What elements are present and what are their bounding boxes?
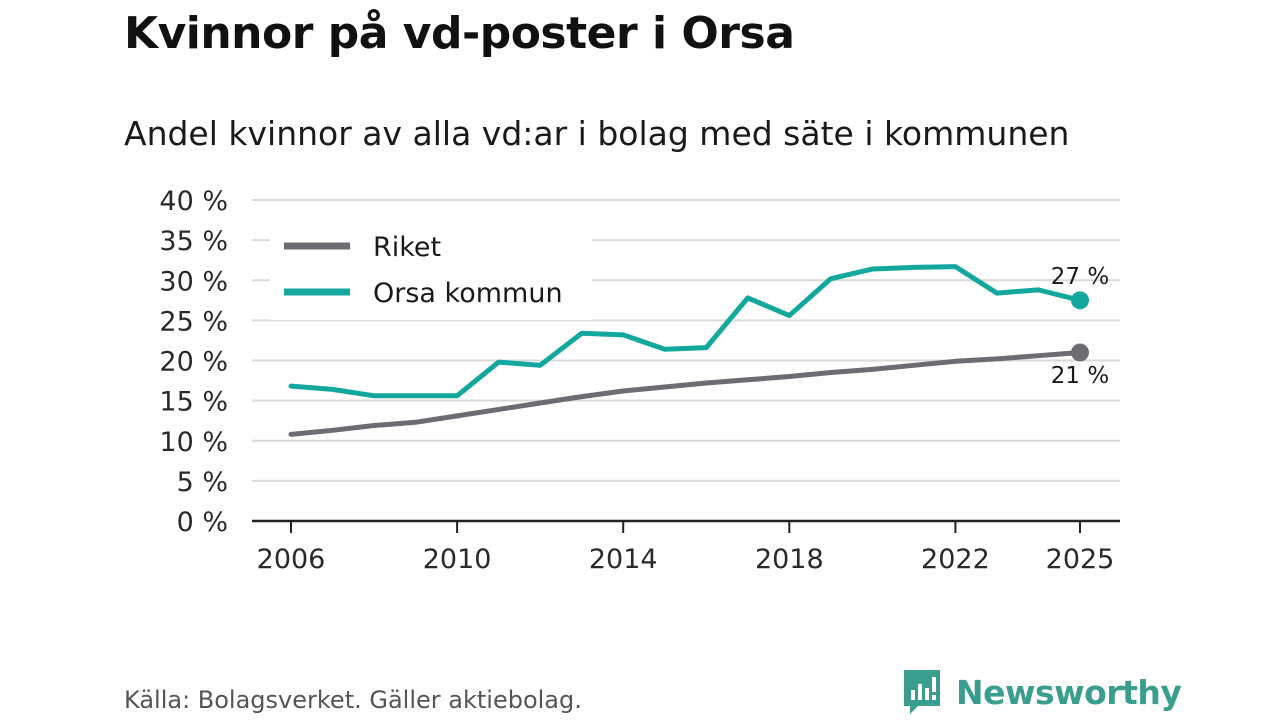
legend-label-riket: Riket	[373, 232, 441, 263]
series	[288, 264, 1089, 437]
x-tick-label: 2018	[755, 544, 824, 575]
x-tick-label: 2025	[1046, 544, 1115, 575]
legend-background	[270, 218, 592, 320]
legend: Riket Orsa kommun	[270, 218, 592, 320]
series-line-riket	[288, 349, 1083, 437]
y-tick-label: 40 %	[159, 186, 228, 217]
y-tick-label: 5 %	[177, 467, 228, 498]
chart-subtitle: Andel kvinnor av alla vd:ar i bolag med …	[124, 114, 1070, 153]
x-tick-label: 2006	[257, 544, 326, 575]
y-tick-label: 30 %	[159, 266, 228, 297]
y-axis-ticks: 0 % 5 % 10 % 15 % 20 % 25 % 30 % 35 % 40 %	[159, 186, 228, 538]
x-axis-ticks: 2006 2010 2014 2018 2022 2025	[257, 521, 1115, 575]
legend-label-orsa: Orsa kommun	[373, 278, 563, 309]
x-tick-label: 2014	[589, 544, 658, 575]
y-tick-label: 35 %	[159, 226, 228, 257]
chart-title: Kvinnor på vd-poster i Orsa	[124, 8, 795, 59]
series-line-orsa	[288, 264, 1083, 399]
x-tick-label: 2010	[423, 544, 492, 575]
y-tick-label: 0 %	[177, 507, 228, 538]
y-tick-label: 20 %	[159, 347, 228, 378]
end-point-riket	[1071, 343, 1089, 362]
source-note: Källa: Bolagsverket. Gäller aktiebolag.	[124, 686, 582, 714]
x-tick-label: 2022	[921, 544, 990, 575]
brand-logo: Newsworthy	[902, 668, 1182, 716]
end-labels: 27 % 21 %	[1051, 264, 1109, 389]
end-label-orsa: 27 %	[1051, 264, 1109, 290]
y-tick-label: 25 %	[159, 306, 228, 337]
y-tick-label: 10 %	[159, 427, 228, 458]
y-tick-label: 15 %	[159, 387, 228, 418]
newsworthy-logo-icon	[904, 670, 940, 714]
end-label-riket: 21 %	[1051, 363, 1109, 389]
brand-name: Newsworthy	[956, 672, 1182, 712]
end-point-orsa	[1071, 291, 1089, 310]
